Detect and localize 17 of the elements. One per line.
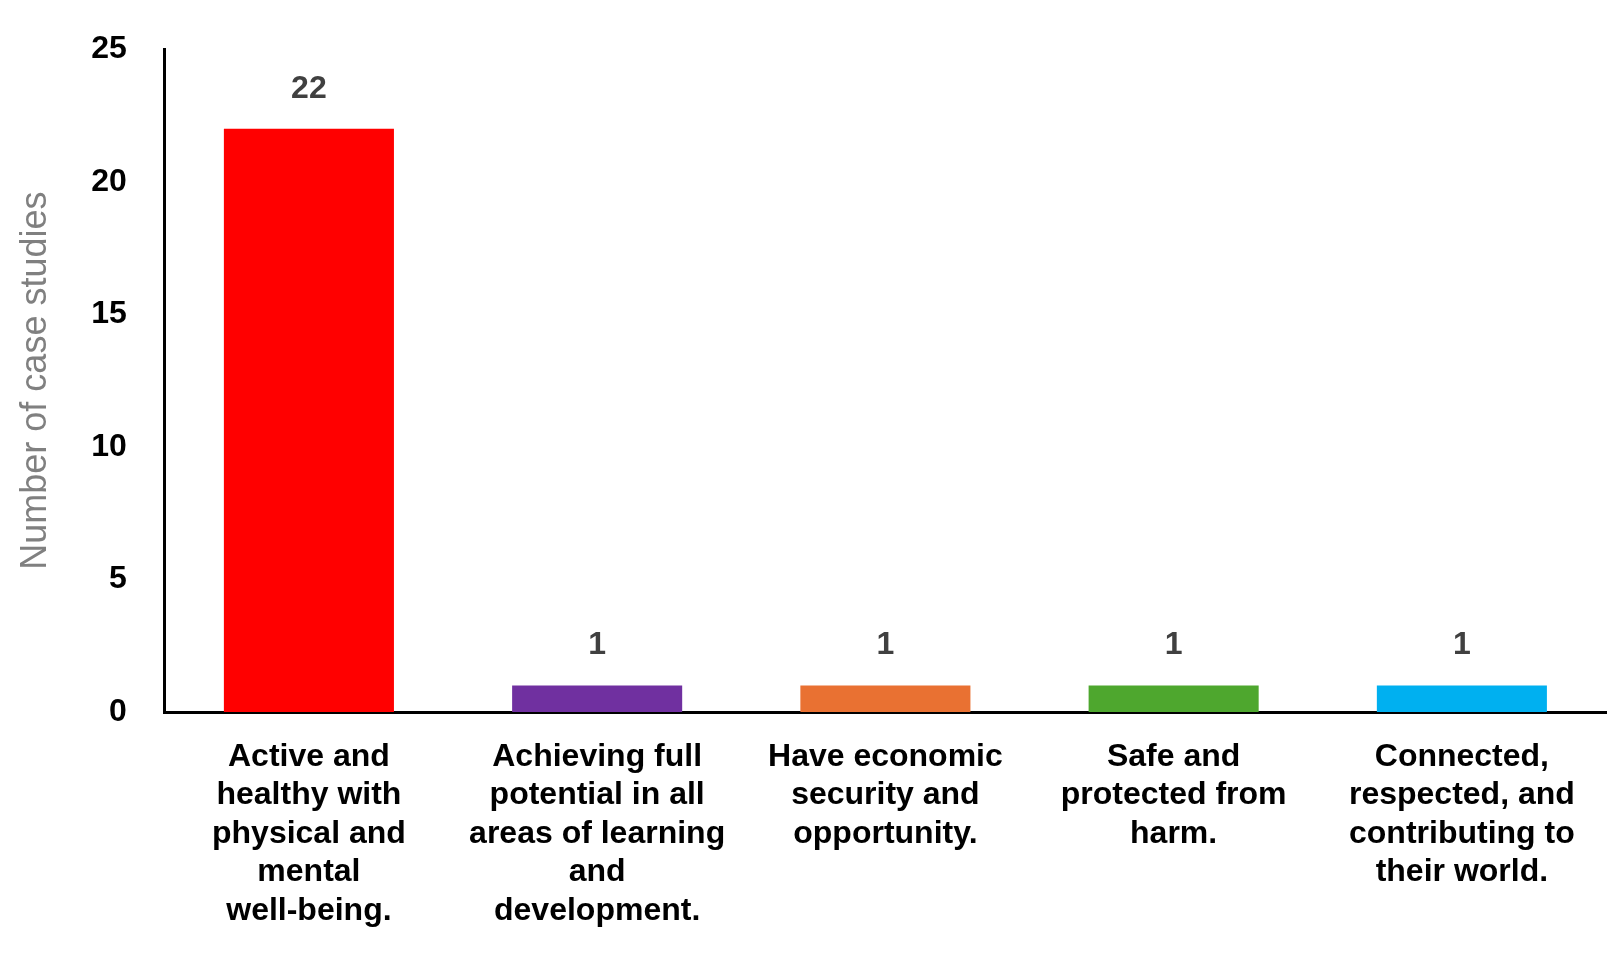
y-tick-label: 5: [109, 559, 127, 596]
y-tick-label: 25: [91, 29, 127, 66]
x-tick-label: Achieving full potential in all areas of learning and development.: [469, 737, 726, 927]
x-tick-label: Active and healthy with physical and mental well-being.: [211, 737, 406, 927]
data-label: 1: [1452, 625, 1471, 662]
y-tick-label: 0: [109, 691, 127, 728]
y-tick-label: 20: [91, 161, 127, 198]
x-tick-label: Have economic security and opportunity.: [768, 737, 1003, 850]
x-tick-label: Connected, respected, and contributing to their world.: [1348, 737, 1575, 889]
data-label: 1: [588, 625, 607, 662]
y-tick-label: 15: [91, 294, 127, 331]
data-label: 22: [291, 68, 327, 105]
data-label: 1: [1164, 625, 1183, 662]
y-tick-label: 10: [91, 426, 127, 463]
data-label: 1: [876, 625, 895, 662]
y-axis-title: Number of case studies: [12, 191, 54, 570]
x-tick-label: Safe and protected from harm.: [1060, 737, 1287, 850]
